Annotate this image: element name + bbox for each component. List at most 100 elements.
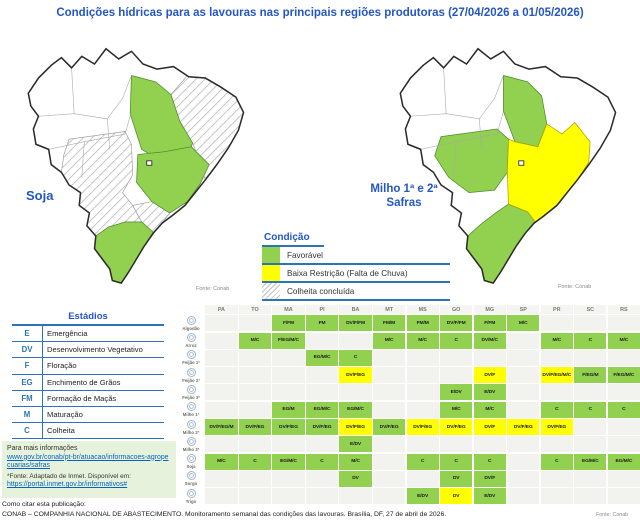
status-cell: [440, 436, 473, 453]
status-cell: [205, 401, 238, 418]
status-cell: [406, 436, 439, 453]
status-cell: [473, 436, 506, 453]
state-header-ma: MA: [272, 305, 305, 314]
status-cell: DV/F/EG: [440, 419, 473, 436]
status-cell: [607, 315, 640, 332]
citation-text: CONAB – COMPANHIA NACIONAL DE ABASTECIME…: [2, 511, 447, 518]
status-cell: DV/F/EG: [238, 419, 272, 436]
status-cell: C: [540, 401, 573, 418]
status-cell: DV/F/EG: [305, 419, 339, 436]
status-cell: DV/F: [473, 419, 506, 436]
status-cell: M/C: [339, 453, 372, 470]
legend-label: Favorável: [287, 250, 323, 260]
status-cell: [540, 315, 573, 332]
stage-code: DV: [12, 342, 43, 358]
status-cell: C: [339, 349, 372, 366]
stage-label: Desenvolvimento Vegetativo: [47, 345, 143, 355]
status-cell: [205, 367, 238, 384]
crop-name: Milho 2ª: [182, 429, 200, 435]
status-cell: [574, 349, 607, 366]
crop-name: Feijão 1ª: [182, 360, 200, 366]
status-cell: M/C: [238, 332, 272, 349]
status-cell: M/C: [607, 332, 640, 349]
state-header-rs: RS: [607, 305, 640, 314]
status-cell: [540, 384, 573, 401]
status-cell: EG/M/C: [272, 453, 305, 470]
status-cell: [540, 488, 573, 505]
stage-code: FM: [12, 390, 43, 406]
cotton-icon: [186, 315, 196, 325]
status-cell: [574, 488, 607, 505]
status-cell: [507, 332, 540, 349]
state-header-ba: BA: [339, 305, 372, 314]
status-cell: [205, 488, 238, 505]
df-marker: [518, 160, 525, 166]
status-cell: [372, 453, 406, 470]
status-cell: F/FM: [473, 315, 506, 332]
status-cell: [540, 436, 573, 453]
wheat-icon: [186, 488, 196, 498]
soybean-icon: [186, 454, 196, 464]
state-header-mg: MG: [473, 305, 506, 314]
crop-name: Feijão 2ª: [182, 377, 200, 383]
inmet-link[interactable]: https://portal.inmet.gov.br/informativos…: [7, 481, 128, 488]
status-cell: [406, 401, 439, 418]
page-title: Condições hídricas para as lavouras nas …: [56, 7, 584, 19]
stages-title: Estádios: [12, 311, 164, 326]
status-cell: [272, 488, 305, 505]
legend-item-baixa-restricao: Baixa Restrição (Falta de Chuva): [262, 265, 450, 283]
citation-heading: Como citar esta publicação:: [2, 501, 86, 508]
stage-label: Colheita: [47, 426, 75, 436]
status-cell: DV: [440, 470, 473, 487]
status-cell: [205, 332, 238, 349]
stage-row: FM Formação de Maçãs: [12, 390, 164, 407]
status-cell: FM: [305, 315, 339, 332]
info-heading: Para mais informações: [7, 445, 78, 452]
status-cell: E/DV: [473, 488, 506, 505]
status-cell: [272, 470, 305, 487]
status-cell: M/C: [406, 332, 439, 349]
bean-2-icon: [186, 367, 196, 377]
status-cell: F/EG/M: [574, 367, 607, 384]
status-cell: C: [406, 453, 439, 470]
crop-label-cell: Soja: [178, 453, 204, 470]
legend-item-colheita-concluida: Colheita concluída: [262, 283, 450, 301]
status-cell: EG/M/C: [607, 453, 640, 470]
status-cell: E/DV: [473, 384, 506, 401]
soja-map: [27, 47, 245, 284]
status-cell: [272, 436, 305, 453]
status-cell: [406, 384, 439, 401]
stage-code: C: [12, 423, 43, 439]
bean-1-icon: [186, 350, 196, 360]
status-cell: [372, 349, 406, 366]
status-cell: [238, 436, 272, 453]
crop-name: Milho 3ª: [182, 446, 200, 452]
status-cell: [238, 488, 272, 505]
corn-3-icon: [186, 436, 196, 446]
status-cell: [205, 436, 238, 453]
status-cell: [305, 470, 339, 487]
status-cell: [238, 384, 272, 401]
state-header-sp: SP: [507, 305, 540, 314]
status-cell: [372, 488, 406, 505]
crop-name: Arroz: [185, 343, 197, 349]
status-cell: [238, 470, 272, 487]
safras-link[interactable]: www.gov.br/conab/pt-br/atuacao/informaco…: [7, 453, 169, 470]
status-cell: [305, 436, 339, 453]
stage-label: Maturação: [47, 410, 83, 420]
status-cell: F/EG/M/C: [607, 367, 640, 384]
status-cell: [339, 488, 372, 505]
stage-row: C Colheita: [12, 423, 164, 440]
status-cell: C: [440, 332, 473, 349]
status-cell: [507, 349, 540, 366]
crop-label-cell: Milho 2ª: [178, 419, 204, 436]
crop-name: Trigo: [185, 498, 197, 504]
status-cell: M/C: [473, 401, 506, 418]
crop-status-table: PA TO MA PI BA MT MS GO MG SP PR SC RS Algodão F/FM FM D…: [178, 305, 640, 505]
status-cell: DV/F: [473, 367, 506, 384]
status-cell: EG/M: [272, 401, 305, 418]
status-cell: C: [473, 453, 506, 470]
crop-name: Algodão: [182, 325, 200, 331]
stage-code: F: [12, 358, 43, 374]
milho-map-label-line1: Milho 1ª e 2ª: [370, 183, 438, 195]
